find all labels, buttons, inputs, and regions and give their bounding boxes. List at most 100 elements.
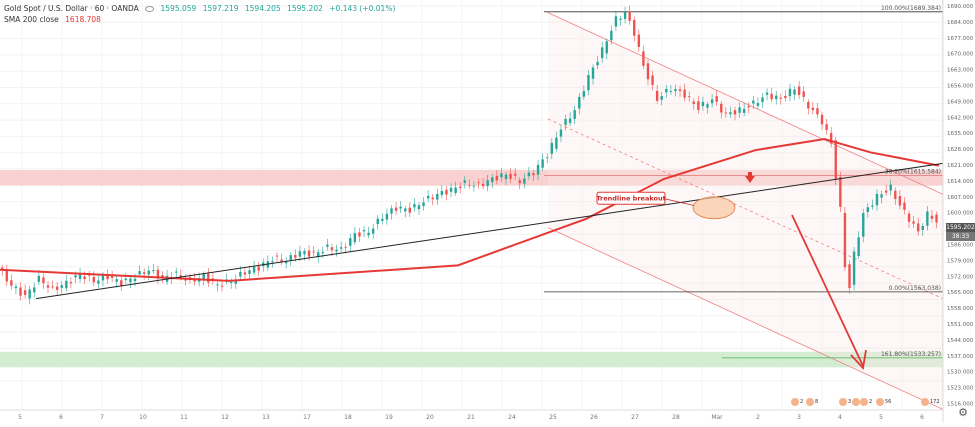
candle-body — [610, 30, 613, 41]
candle-body — [120, 280, 123, 287]
event-badge-icon — [852, 398, 860, 406]
candle-body — [19, 287, 22, 296]
candle-body — [820, 114, 824, 125]
candle-body — [394, 207, 398, 211]
candle-body — [587, 75, 590, 91]
breakout-ellipse — [692, 196, 736, 220]
date-axis-tick: 11 — [180, 414, 188, 421]
candle-body — [175, 271, 178, 273]
price-axis-tick: 1684.000 — [947, 20, 974, 26]
candle-body — [477, 182, 480, 184]
candle-body — [775, 95, 778, 100]
candle-body — [216, 284, 219, 286]
date-axis-tick: 4 — [838, 414, 842, 421]
candle-body — [330, 247, 334, 251]
candle-body — [298, 251, 302, 257]
candle-body — [339, 247, 343, 249]
candle-body — [459, 186, 462, 188]
candle-body — [124, 278, 128, 281]
candle-body — [765, 92, 769, 95]
event-badge-count: 2 — [800, 399, 803, 405]
candle-body — [729, 112, 732, 115]
candle-body — [921, 225, 924, 231]
candle-body — [697, 101, 700, 110]
candle-body — [426, 195, 430, 199]
candle-body — [129, 278, 132, 283]
fib-level-label: 161.80%(1533.257) — [881, 351, 941, 358]
candle-body — [518, 180, 521, 184]
candle-body — [422, 202, 425, 206]
price-axis-tick: 1656.000 — [947, 84, 974, 90]
candle-body — [852, 251, 856, 285]
event-badge-icon — [791, 398, 799, 406]
candle-body — [491, 177, 494, 183]
candle-body — [834, 140, 837, 179]
candle-body — [862, 213, 865, 237]
trendline — [35, 162, 944, 300]
legend-change: +0.143 (+0.01%) — [329, 4, 396, 13]
settings-gear-icon[interactable]: ⚙ — [958, 406, 968, 419]
candle-body — [793, 89, 796, 95]
candle-body — [839, 176, 842, 207]
candle-body — [55, 286, 59, 290]
resistance-zone — [0, 170, 943, 186]
visibility-eye-icon[interactable] — [145, 6, 155, 12]
candle-body — [807, 101, 810, 109]
candle-body — [655, 90, 659, 101]
candle-body — [385, 213, 389, 220]
candle-body — [747, 106, 750, 108]
candle-body — [710, 99, 714, 104]
candle-body — [724, 112, 728, 114]
candle-body — [591, 67, 595, 79]
candle-body — [184, 279, 187, 281]
candle-body — [152, 270, 155, 272]
candle-body — [344, 246, 347, 248]
candle-body — [51, 286, 54, 288]
candle-body — [138, 271, 141, 275]
candle-body — [536, 164, 540, 175]
candle-body — [307, 250, 311, 257]
candle-body — [880, 194, 883, 198]
candle-body — [468, 185, 471, 186]
date-axis-tick: 5 — [18, 414, 22, 421]
candle-body — [871, 205, 874, 207]
price-axis-tick: 1642.000 — [947, 115, 974, 121]
event-badge-icon — [860, 398, 868, 406]
candle-body — [683, 89, 686, 98]
candle-body — [207, 273, 210, 283]
candle-body — [362, 230, 366, 232]
candle-body — [78, 273, 82, 279]
date-axis-tick: 21 — [467, 414, 475, 421]
candle-body — [527, 172, 531, 177]
candle-body — [825, 124, 828, 130]
candle-body — [97, 280, 100, 284]
candle-body — [23, 290, 27, 295]
date-axis-tick: 6 — [920, 414, 924, 421]
candle-body — [674, 89, 677, 92]
down-marker-icon — [745, 176, 755, 183]
candle-body — [614, 16, 618, 27]
price-axis-tick: 1621.000 — [947, 163, 974, 169]
candle-body — [358, 232, 361, 237]
candle-body — [417, 205, 421, 210]
candle-body — [326, 244, 329, 247]
candle-body — [917, 223, 920, 232]
candle-body — [752, 100, 755, 104]
candle-body — [930, 215, 934, 219]
annotation-box — [596, 191, 666, 205]
price-axis-tick: 1537.000 — [947, 354, 974, 360]
candle-body — [715, 96, 718, 102]
legend-high: 1597.219 — [202, 4, 239, 13]
candle-body — [866, 207, 870, 213]
event-badge-icon — [921, 398, 929, 406]
annotation-label: Trendline breakout — [596, 195, 665, 203]
candle-body — [408, 207, 412, 213]
candle-body — [733, 110, 737, 115]
candle-body — [546, 157, 549, 159]
candle-body — [413, 204, 416, 208]
candle-body — [454, 187, 457, 194]
candle-body — [115, 279, 118, 282]
candle-body — [335, 249, 338, 252]
